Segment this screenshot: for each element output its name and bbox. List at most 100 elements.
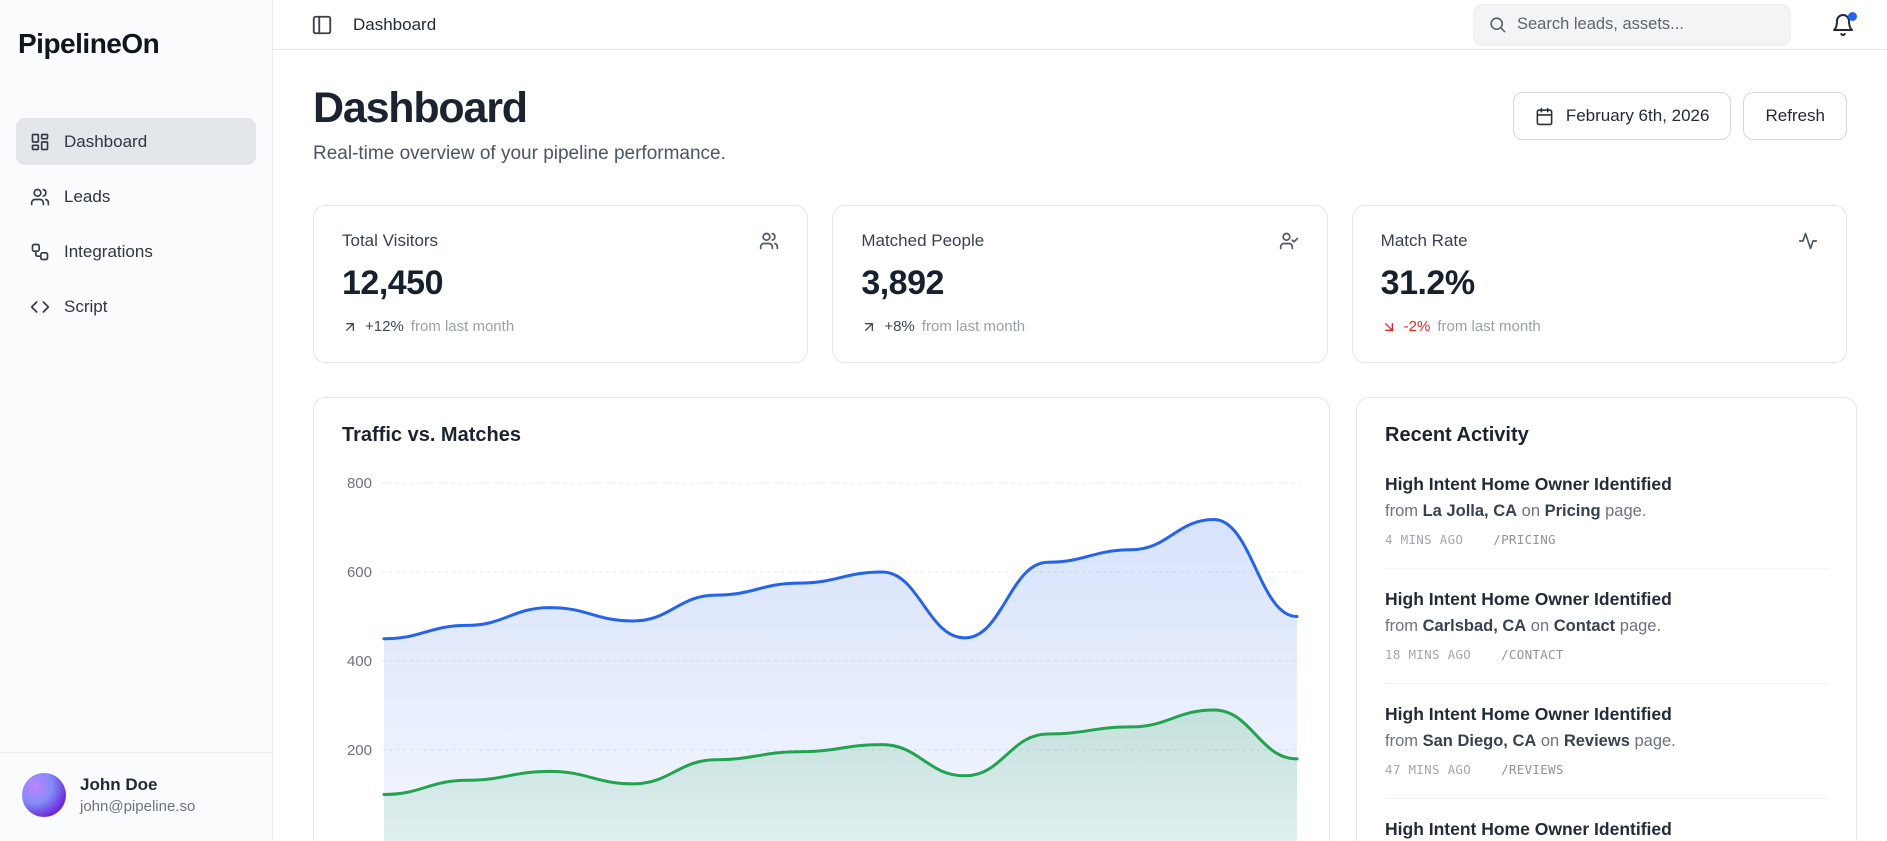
stats-row: Total Visitors 12,450 +12% from last mon… [313,205,1847,363]
trend-caption: from last month [1437,318,1541,335]
sidebar-item-label: Integrations [64,241,153,261]
svg-text:800: 800 [347,475,372,492]
activity-item-title: High Intent Home Owner Identified [1385,819,1672,839]
sidebar-item-dashboard[interactable]: Dashboard [16,118,256,165]
activity-item-title: High Intent Home Owner Identified [1385,704,1672,724]
dashboard-icon [30,132,50,152]
activity-item[interactable]: High Intent Home Owner Identified from C… [1385,589,1828,662]
refresh-button[interactable]: Refresh [1743,92,1847,140]
trend-down-icon [1381,319,1397,335]
svg-text:200: 200 [347,742,372,759]
activity-item-desc: from Carlsbad, CA on Contact page. [1385,617,1662,635]
top-bar: Dashboard [273,0,1887,50]
trend-up-icon [342,319,358,335]
activity-time: 4 MINS AGO [1385,532,1464,547]
sidebar-nav: Dashboard Leads Integrations Script [16,118,256,330]
page-title: Dashboard [313,84,528,132]
divider [1385,568,1828,569]
activity-item-title: High Intent Home Owner Identified [1385,589,1672,609]
trend-caption: from last month [921,318,1026,335]
stat-value: 3,892 [861,264,944,302]
main-content: Dashboard Real-time overview of your pip… [273,50,1887,841]
recent-activity-card: Recent Activity High Intent Home Owner I… [1356,397,1857,841]
activity-item-title: High Intent Home Owner Identified [1385,474,1672,494]
date-picker-button[interactable]: February 6th, 2026 [1512,92,1732,140]
activity-time: 47 MINS AGO [1385,762,1472,777]
activity-path: /PRICING [1493,532,1556,547]
date-label: February 6th, 2026 [1565,106,1710,125]
activity-time: 18 MINS AGO [1385,647,1472,662]
sidebar-item-script[interactable]: Script [16,283,256,330]
avatar [22,773,66,817]
stat-value: 12,450 [342,264,444,302]
trend-caption: from last month [410,318,515,335]
divider [1385,798,1828,799]
stat-trend: +8% from last month [861,318,1298,335]
page-subtitle: Real-time overview of your pipeline perf… [313,143,726,164]
users-icon [30,187,50,207]
notification-dot [1848,11,1857,21]
stat-label: Match Rate [1380,231,1468,250]
search-input[interactable] [1517,15,1776,34]
stat-value: 31.2% [1380,264,1475,302]
user-email: john@pipeline.so [80,798,196,815]
breadcrumb: Dashboard [353,14,437,34]
activity-item-meta: 4 MINS AGO /PRICING [1385,532,1828,547]
chart-title: Traffic vs. Matches [342,424,521,446]
activity-page: Reviews [1563,732,1630,750]
stat-label: Matched People [861,231,985,250]
stat-card-match-rate: Match Rate 31.2% -2% from last month [1351,205,1847,363]
activity-item-desc: from San Diego, CA on Reviews page. [1385,732,1676,750]
sidebar-toggle-icon[interactable] [311,14,333,36]
bell-icon [1833,13,1853,36]
svg-text:600: 600 [347,564,372,581]
activity-list: High Intent Home Owner Identified from L… [1385,474,1828,841]
svg-text:400: 400 [347,653,372,670]
brand-logo: PipelineOn [18,28,160,59]
activity-page: Pricing [1544,502,1601,520]
traffic-chart-card: Traffic vs. Matches 800 600 400 200 [313,397,1330,841]
activity-item[interactable]: High Intent Home Owner Identified from E… [1385,819,1828,841]
activity-location: Carlsbad, CA [1422,617,1527,635]
trend-percent: -2% [1403,318,1431,335]
users-icon [759,231,779,251]
notifications-button[interactable] [1831,11,1857,37]
activity-location: La Jolla, CA [1422,502,1518,520]
activity-item[interactable]: High Intent Home Owner Identified from S… [1385,704,1828,777]
trend-percent: +8% [884,318,915,335]
stat-card-matched-people: Matched People 3,892 +8% from last month [832,205,1328,363]
traffic-vs-matches-chart: 800 600 400 200 [342,469,1301,841]
activity-page: Contact [1553,617,1616,635]
user-name: John Doe [80,775,158,794]
activity-path: /REVIEWS [1501,762,1564,777]
workflow-icon [30,242,50,262]
sidebar-item-leads[interactable]: Leads [16,173,256,220]
sidebar-item-label: Script [64,296,108,316]
activity-item-meta: 47 MINS AGO /REVIEWS [1385,762,1828,777]
sidebar-item-label: Leads [64,186,111,206]
activity-title: Recent Activity [1385,424,1529,446]
sidebar-item-label: Dashboard [64,131,148,151]
sidebar: PipelineOn Dashboard Leads Integrations [0,0,273,841]
user-menu[interactable]: John Doe john@pipeline.so [0,752,272,841]
search-box [1473,3,1791,46]
stat-card-total-visitors: Total Visitors 12,450 +12% from last mon… [313,205,809,363]
activity-item-desc: from La Jolla, CA on Pricing page. [1385,502,1647,520]
activity-item-meta: 18 MINS AGO /CONTACT [1385,647,1828,662]
stat-trend: +12% from last month [342,318,779,335]
activity-path: /CONTACT [1501,647,1564,662]
sidebar-item-integrations[interactable]: Integrations [16,228,256,275]
user-check-icon [1279,231,1299,251]
divider [1385,683,1828,684]
stat-trend: -2% from last month [1381,318,1818,335]
calendar-icon [1536,107,1553,125]
activity-icon [1798,231,1818,251]
search-icon [1490,17,1506,33]
trend-percent: +12% [365,318,404,335]
activity-location: San Diego, CA [1422,732,1537,750]
activity-item[interactable]: High Intent Home Owner Identified from L… [1385,474,1828,547]
code-icon [30,297,50,317]
trend-up-icon [861,319,877,335]
stat-label: Total Visitors [342,231,439,250]
